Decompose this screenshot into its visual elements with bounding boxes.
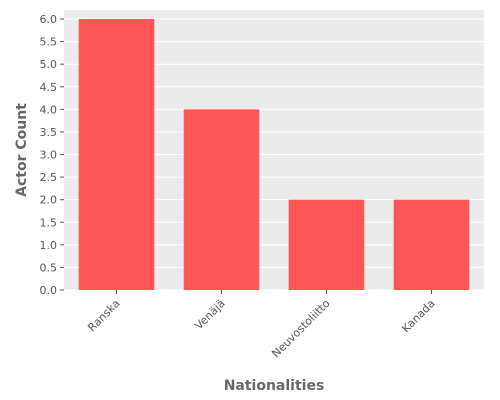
x-tick-label: Kanada (399, 297, 437, 335)
y-tick-label: 3.0 (40, 149, 58, 162)
x-tick-label: Venäjä (192, 297, 227, 332)
y-tick-label: 4.5 (40, 81, 58, 94)
x-tick-labels: Ranska Venäjä Neuvostoliitto Kanada (85, 290, 438, 360)
y-tick-labels: 0.0 0.5 1.0 1.5 2.0 2.5 3.0 3.5 4.0 4.5 5.0 5.5 6.0 (40, 13, 64, 297)
y-axis-label: Actor Count (14, 103, 30, 197)
y-tick-label: 4.0 (40, 103, 58, 116)
x-axis-label: Nationalities (224, 378, 325, 394)
bar-venäjä (183, 109, 260, 291)
bar-ranska (78, 19, 155, 290)
bar-neuvostoliitto (288, 199, 365, 290)
y-tick-label: 3.5 (40, 126, 58, 139)
y-tick-label: 1.0 (40, 239, 58, 252)
y-tick-label: 5.5 (40, 36, 58, 49)
bars (78, 19, 470, 291)
y-tick-label: 2.5 (40, 171, 58, 184)
y-tick-label: 1.5 (40, 216, 58, 229)
y-tick-label: 2.0 (40, 194, 58, 207)
y-tick-label: 6.0 (40, 13, 58, 26)
x-tick-label: Ranska (85, 297, 122, 334)
y-tick-label: 5.0 (40, 58, 58, 71)
bar-kanada (393, 199, 470, 290)
y-tick-label: 0.0 (40, 284, 58, 297)
y-tick-label: 0.5 (40, 261, 58, 274)
x-tick-label: Neuvostoliitto (269, 297, 332, 360)
